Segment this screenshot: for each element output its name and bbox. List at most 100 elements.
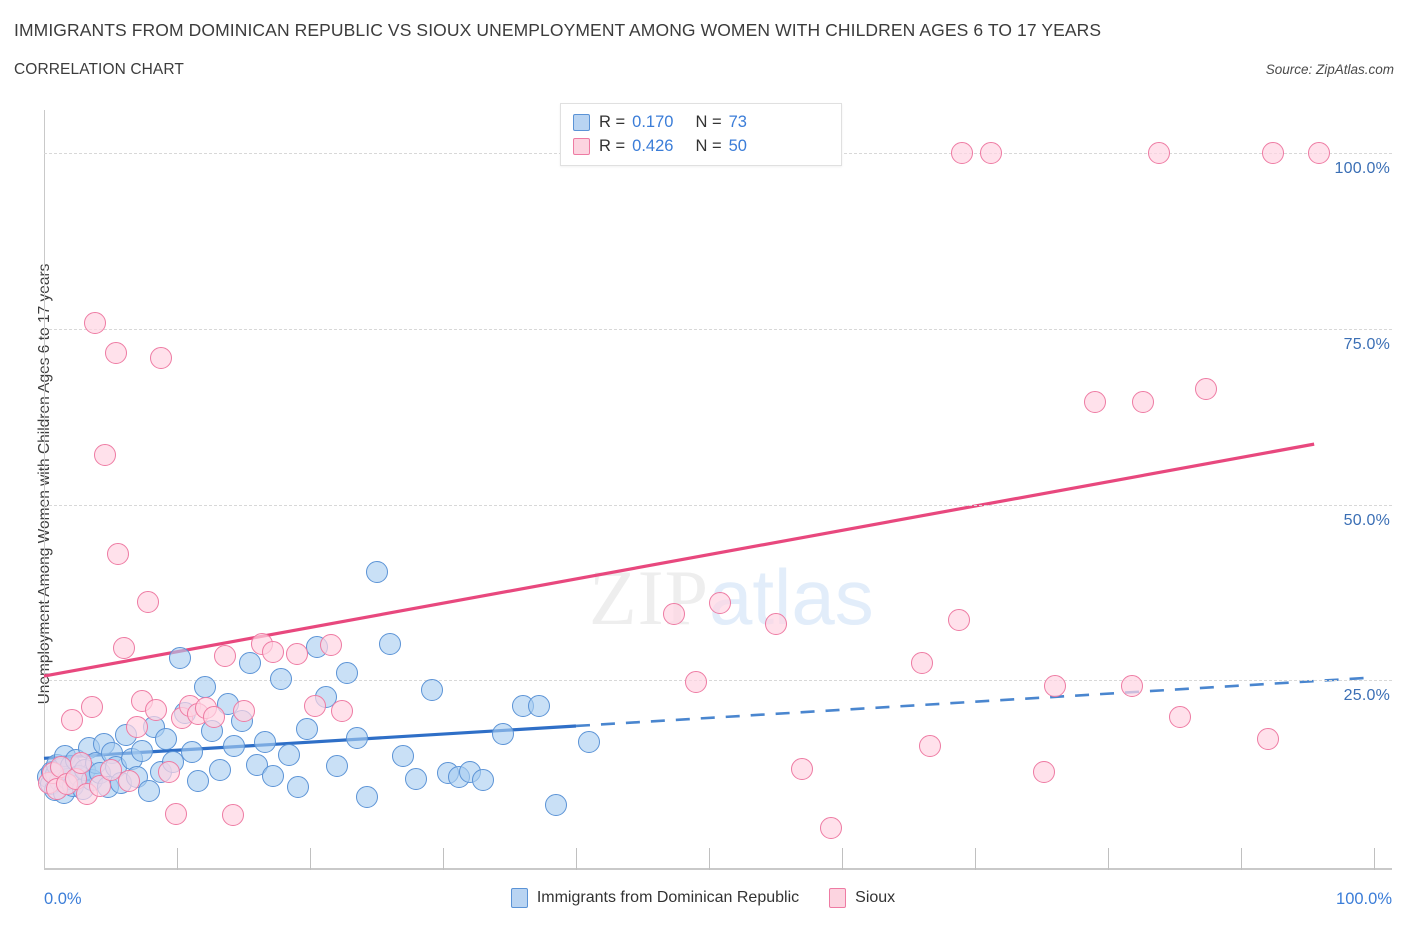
data-point[interactable] xyxy=(421,679,444,702)
data-point[interactable] xyxy=(269,667,292,690)
data-point[interactable] xyxy=(345,726,368,749)
stat-row-blue: R = 0.170 N = 73 xyxy=(573,110,831,134)
data-point[interactable] xyxy=(1083,390,1106,413)
legend-item-immigrants[interactable]: Immigrants from Dominican Republic xyxy=(510,888,799,908)
data-point[interactable] xyxy=(1308,142,1331,165)
data-point[interactable] xyxy=(285,642,308,665)
data-point[interactable] xyxy=(221,804,244,827)
data-point[interactable] xyxy=(126,715,149,738)
data-point[interactable] xyxy=(304,694,327,717)
data-point[interactable] xyxy=(144,698,167,721)
page-title: IMMIGRANTS FROM DOMINICAN REPUBLIC VS SI… xyxy=(14,20,1102,40)
data-point[interactable] xyxy=(392,745,415,768)
data-point[interactable] xyxy=(261,641,284,664)
y-axis-line xyxy=(44,110,45,870)
data-point[interactable] xyxy=(1256,728,1279,751)
data-point[interactable] xyxy=(1147,142,1170,165)
data-point[interactable] xyxy=(950,142,973,165)
data-point[interactable] xyxy=(1043,674,1066,697)
page-subtitle: CORRELATION CHART xyxy=(14,61,184,78)
legend-swatch-pink-icon xyxy=(829,888,847,908)
data-point[interactable] xyxy=(213,645,236,668)
pink-r-label: R = xyxy=(599,136,626,155)
data-point[interactable] xyxy=(918,735,941,758)
data-point[interactable] xyxy=(180,740,203,763)
data-point[interactable] xyxy=(187,770,210,793)
data-point[interactable] xyxy=(118,770,141,793)
legend-swatch-blue-icon xyxy=(510,888,528,908)
y-tick-label: 50.0% xyxy=(1343,511,1390,529)
data-point[interactable] xyxy=(164,802,187,825)
data-point[interactable] xyxy=(471,769,494,792)
data-point[interactable] xyxy=(158,760,181,783)
data-point[interactable] xyxy=(336,662,359,685)
data-point[interactable] xyxy=(979,142,1002,165)
data-point[interactable] xyxy=(208,759,231,782)
x-tick xyxy=(709,848,710,870)
data-point[interactable] xyxy=(83,312,106,335)
data-point[interactable] xyxy=(60,708,83,731)
data-point[interactable] xyxy=(136,590,159,613)
data-point[interactable] xyxy=(150,347,173,370)
y-tick-label: 75.0% xyxy=(1343,335,1390,353)
data-point[interactable] xyxy=(1033,760,1056,783)
data-point[interactable] xyxy=(791,757,814,780)
data-point[interactable] xyxy=(948,608,971,631)
data-point[interactable] xyxy=(104,341,127,364)
pink-r-value: 0.426 xyxy=(632,136,674,155)
data-point[interactable] xyxy=(261,764,284,787)
data-point[interactable] xyxy=(356,785,379,808)
data-point[interactable] xyxy=(70,752,93,775)
data-point[interactable] xyxy=(708,591,731,614)
data-point[interactable] xyxy=(545,794,568,817)
data-point[interactable] xyxy=(1120,674,1143,697)
blue-n-value: 73 xyxy=(728,112,747,131)
correlation-stats-box: R = 0.170 N = 73 R = 0.426 N = 50 xyxy=(560,103,842,166)
x-tick xyxy=(975,848,976,870)
data-point[interactable] xyxy=(138,780,161,803)
x-axis-min-label: 0.0% xyxy=(44,890,82,908)
data-point[interactable] xyxy=(578,731,601,754)
data-point[interactable] xyxy=(94,444,117,467)
data-point[interactable] xyxy=(287,776,310,799)
data-point[interactable] xyxy=(820,816,843,839)
blue-r-value: 0.170 xyxy=(632,112,674,131)
data-point[interactable] xyxy=(1131,390,1154,413)
data-point[interactable] xyxy=(203,705,226,728)
data-point[interactable] xyxy=(107,542,130,565)
legend-item-sioux[interactable]: Sioux xyxy=(829,888,895,908)
data-point[interactable] xyxy=(320,634,343,657)
data-point[interactable] xyxy=(910,652,933,675)
data-point[interactable] xyxy=(405,767,428,790)
data-point[interactable] xyxy=(684,670,707,693)
data-point[interactable] xyxy=(223,735,246,758)
data-point[interactable] xyxy=(365,561,388,584)
data-point[interactable] xyxy=(378,632,401,655)
data-point[interactable] xyxy=(491,722,514,745)
data-point[interactable] xyxy=(663,603,686,626)
data-point[interactable] xyxy=(131,739,154,762)
data-point[interactable] xyxy=(277,743,300,766)
data-point[interactable] xyxy=(155,728,178,751)
data-point[interactable] xyxy=(296,718,319,741)
data-point[interactable] xyxy=(80,695,103,718)
data-point[interactable] xyxy=(168,646,191,669)
data-point[interactable] xyxy=(253,731,276,754)
data-point[interactable] xyxy=(1195,378,1218,401)
pink-n-label: N = xyxy=(695,136,722,155)
data-point[interactable] xyxy=(764,613,787,636)
data-point[interactable] xyxy=(527,694,550,717)
data-point[interactable] xyxy=(99,759,122,782)
data-point[interactable] xyxy=(232,700,255,723)
data-point[interactable] xyxy=(88,774,111,797)
data-point[interactable] xyxy=(330,700,353,723)
x-tick xyxy=(177,848,178,870)
chart-legend: Immigrants from Dominican Republic Sioux xyxy=(0,888,1406,908)
gridline xyxy=(44,504,1392,506)
data-point[interactable] xyxy=(1261,142,1284,165)
data-point[interactable] xyxy=(1168,705,1191,728)
x-tick xyxy=(576,848,577,870)
data-point[interactable] xyxy=(325,755,348,778)
data-point[interactable] xyxy=(239,652,262,675)
data-point[interactable] xyxy=(112,636,135,659)
